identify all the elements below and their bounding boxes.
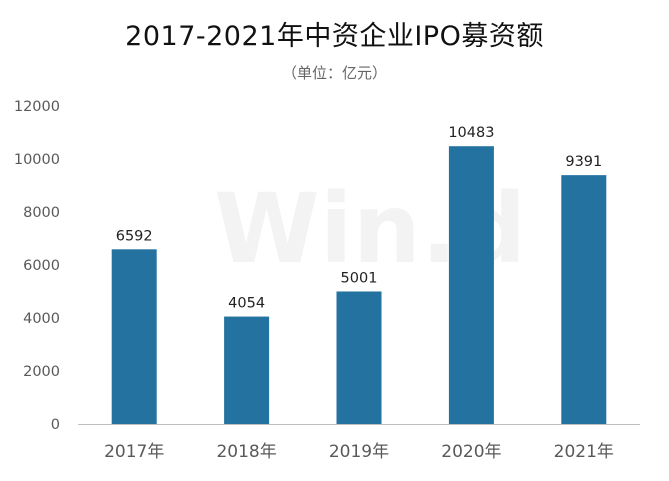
x-axis: 2017年 2018年 2019年 2020年 2021年 [104, 442, 614, 462]
x-tick-label: 2019年 [329, 442, 389, 462]
y-tick-label: 2000 [23, 364, 60, 380]
bar [448, 146, 494, 424]
bar-value-label: 9391 [565, 154, 602, 170]
y-tick-label: 10000 [14, 152, 60, 168]
chart-title: 2017-2021年中资企业IPO募资额 [125, 21, 544, 52]
bar [111, 249, 157, 424]
y-tick-label: 4000 [23, 311, 60, 327]
x-tick-label: 2018年 [216, 442, 276, 462]
bar-value-label: 10483 [448, 125, 494, 141]
bars: 6592 4054 5001 10483 9391 [111, 125, 607, 424]
y-tick-label: 8000 [23, 205, 60, 221]
bar-value-label: 6592 [116, 228, 153, 244]
y-tick-label: 0 [51, 417, 60, 433]
bar [336, 291, 382, 424]
y-tick-label: 6000 [23, 258, 60, 274]
x-tick-label: 2020年 [441, 442, 501, 462]
y-tick-label: 12000 [14, 99, 60, 115]
x-tick-label: 2021年 [554, 442, 614, 462]
bar-value-label: 5001 [341, 270, 378, 286]
bar-value-label: 4054 [228, 296, 265, 312]
x-tick-label: 2017年 [104, 442, 164, 462]
bar [561, 175, 607, 424]
bar [224, 316, 270, 424]
y-axis: 0 2000 4000 6000 8000 10000 12000 [14, 99, 60, 433]
chart-subtitle: （单位：亿元） [281, 64, 387, 82]
